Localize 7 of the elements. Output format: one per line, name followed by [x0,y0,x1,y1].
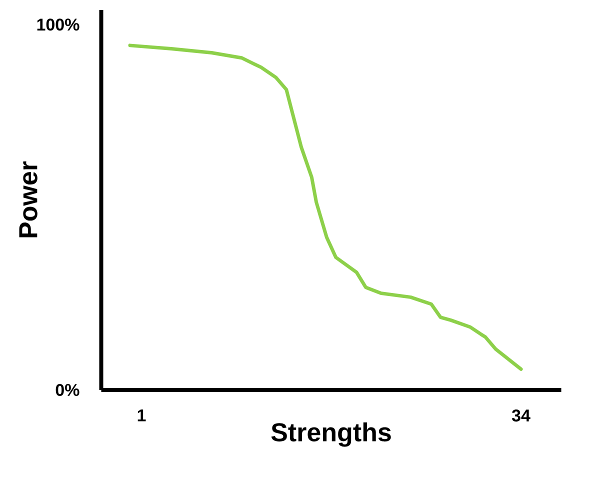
y-tick-label: 100% [37,18,80,31]
x-tick-label: 1 [138,410,146,422]
x-tick-label: 34 [512,410,530,422]
x-axis-title: Strengths [271,422,391,447]
line-series [128,44,523,371]
y-axis-title: Power [19,161,38,238]
y-tick-label: 0% [56,384,80,396]
